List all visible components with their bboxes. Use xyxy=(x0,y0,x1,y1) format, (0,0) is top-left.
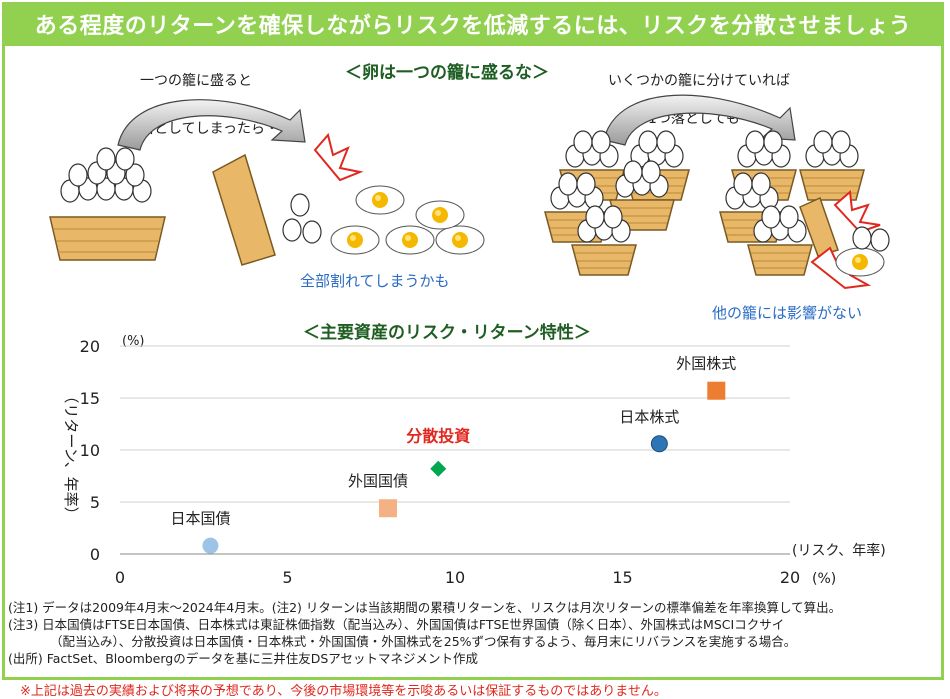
y-tick-label: 5 xyxy=(90,493,100,512)
x-axis-title: (リスク、年率) xyxy=(792,542,886,559)
y-tick-label: 20 xyxy=(80,337,100,356)
data-point xyxy=(202,537,219,554)
x-tick-label: 0 xyxy=(115,568,125,587)
y-tick-label: 0 xyxy=(90,545,100,564)
x-tick-label: 20 xyxy=(780,568,800,587)
right-result: 他の籠には影響がない xyxy=(712,304,863,322)
y-unit-label: (%) xyxy=(122,334,145,349)
x-unit-label: (%) xyxy=(812,571,836,587)
y-tick-label: 15 xyxy=(80,389,100,408)
y-tick-label: 10 xyxy=(80,441,100,460)
source-note: (出所) FactSet、Bloombergのデータを基に三井住友DSアセットマ… xyxy=(8,651,479,666)
left-caption-1: 一つの籠に盛ると xyxy=(140,73,252,89)
disclaimer: ※上記は過去の実績および将来の予想であり、今後の市場環境等を示唆あるいは保証する… xyxy=(20,684,667,699)
eggs-basket-illustration xyxy=(49,94,890,290)
chart-title: ＜主要資産のリスク・リターン特性＞ xyxy=(303,323,591,343)
x-tick-label: 10 xyxy=(445,568,465,587)
data-label: 外国国債 xyxy=(348,472,408,490)
data-point xyxy=(707,381,726,400)
right-caption-1: いくつかの籠に分けていれば xyxy=(608,73,790,89)
note-3: (注3) 日本国債はFTSE日本国債、日本株式は東証株価指数（配当込み）、外国国… xyxy=(8,617,785,632)
y-axis-title: （リターン、年率） xyxy=(62,388,80,521)
data-label: 日本株式 xyxy=(619,408,679,426)
page-title: ある程度のリターンを確保しながらリスクを低減するには、リスクを分散させましょう xyxy=(2,2,944,46)
left-result: 全部割れてしまうかも xyxy=(300,272,450,290)
data-label: 日本国債 xyxy=(170,510,230,528)
curved-arrow-icon xyxy=(117,99,306,151)
x-tick-label: 15 xyxy=(612,568,632,587)
note-1: (注1) データは2009年4月末～2024年4月末。(注2) リターンは当該期… xyxy=(8,600,842,615)
x-tick-label: 5 xyxy=(282,568,292,587)
data-point xyxy=(379,499,397,518)
illustration-title: ＜卵は一つの籠に盛るな＞ xyxy=(345,63,549,83)
data-label: 外国株式 xyxy=(676,355,736,373)
note-3-cont: （配当込み）、分散投資は日本国債・日本株式・外国国債・外国株式を25%ずつ保有す… xyxy=(50,634,797,649)
data-point xyxy=(430,460,447,477)
data-point xyxy=(650,435,668,453)
risk-return-chart: (%) (%) (リスク、年率) （リターン、年率） 0 5 10 15 20 0 5 10… xyxy=(62,334,886,587)
data-label: 分散投資 xyxy=(406,427,470,446)
